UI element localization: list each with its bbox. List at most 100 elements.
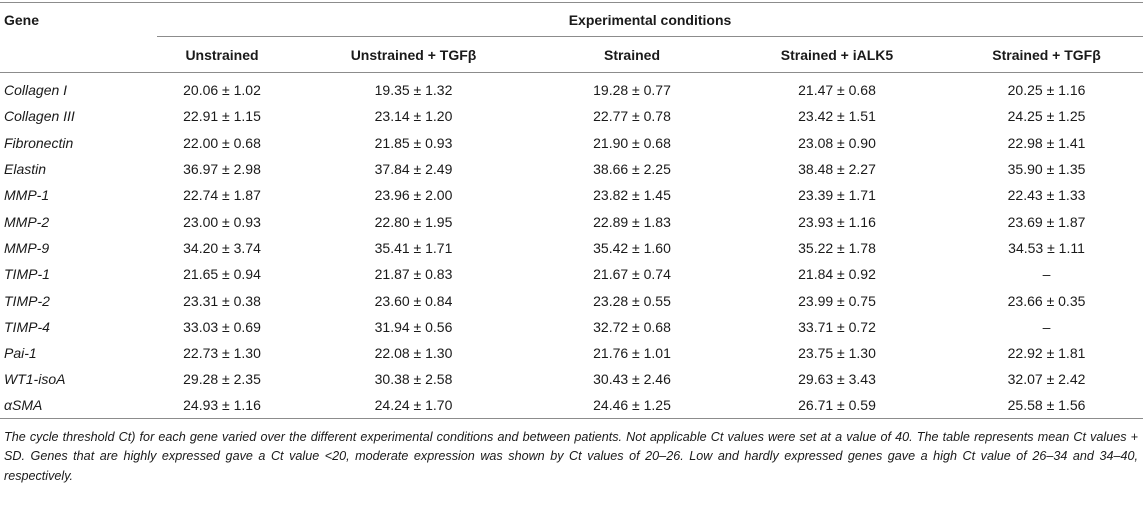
- ct-value: 33.03 ± 0.69: [183, 318, 261, 335]
- ct-value: 37.84 ± 2.49: [374, 161, 453, 178]
- ct-value: 23.82 ± 1.45: [593, 187, 671, 204]
- ct-value: 33.71 ± 0.72: [798, 318, 876, 335]
- gene-name: MMP-2: [4, 213, 50, 230]
- ct-value: 21.85 ± 0.93: [374, 134, 453, 151]
- ct-value: 23.66 ± 0.35: [1007, 292, 1086, 309]
- ct-value: 35.41 ± 1.71: [374, 239, 453, 256]
- table-footnote: The cycle threshold Ct) for each gene va…: [4, 429, 1138, 483]
- ct-value: 21.87 ± 0.83: [374, 266, 453, 283]
- ct-value: 20.06 ± 1.02: [183, 82, 261, 99]
- ct-value: 21.67 ± 0.74: [593, 266, 671, 283]
- gene-name: MMP-9: [4, 239, 50, 256]
- ct-value: 22.89 ± 1.83: [593, 213, 671, 230]
- table-row: Pai-1 22.73 ± 1.30 22.08 ± 1.30 21.76 ± …: [0, 340, 1143, 366]
- ct-value: 32.72 ± 0.68: [593, 318, 671, 335]
- ct-value: 22.43 ± 1.33: [1007, 187, 1086, 204]
- table-row: TIMP-1 21.65 ± 0.94 21.87 ± 0.83 21.67 ±…: [0, 261, 1143, 287]
- ct-value: 22.74 ± 1.87: [183, 187, 261, 204]
- ct-value: 22.73 ± 1.30: [183, 345, 261, 362]
- ct-value: 23.75 ± 1.30: [798, 345, 876, 362]
- ct-value: 23.93 ± 1.16: [798, 213, 876, 230]
- column-header-unstrained: Unstrained: [157, 36, 287, 73]
- ct-value: 34.20 ± 3.74: [183, 239, 261, 256]
- gene-name: αSMA: [0, 392, 157, 420]
- ct-value: 32.07 ± 2.42: [1007, 371, 1086, 388]
- ct-value: 24.24 ± 1.70: [287, 392, 540, 420]
- ct-value: 26.71 ± 0.59: [724, 392, 950, 420]
- ct-value: 30.38 ± 2.58: [374, 371, 453, 388]
- gene-name: MMP-1: [4, 187, 50, 204]
- column-header-strained-ialk5: Strained + iALK5: [724, 36, 950, 73]
- ct-value: 35.22 ± 1.78: [798, 239, 876, 256]
- ct-value: 21.76 ± 1.01: [593, 345, 671, 362]
- gene-column-header: Gene: [0, 2, 157, 73]
- gene-name: WT1-isoA: [4, 371, 66, 388]
- ct-value: 35.90 ± 1.35: [1007, 161, 1086, 178]
- table-row: WT1-isoA 29.28 ± 2.35 30.38 ± 2.58 30.43…: [0, 366, 1143, 392]
- ct-value: 23.42 ± 1.51: [798, 108, 876, 125]
- ct-value: 22.77 ± 0.78: [593, 108, 671, 125]
- ct-value: 23.60 ± 0.84: [374, 292, 453, 309]
- ct-value: 22.98 ± 1.41: [1007, 134, 1086, 151]
- column-header-strained-tgfb: Strained + TGFβ: [950, 36, 1143, 73]
- ct-value: 23.08 ± 0.90: [798, 134, 876, 151]
- ct-value: 35.42 ± 1.60: [593, 239, 671, 256]
- experimental-conditions-header: Experimental conditions: [157, 2, 1143, 37]
- ct-value: 30.43 ± 2.46: [593, 371, 671, 388]
- table-row: TIMP-4 33.03 ± 0.69 31.94 ± 0.56 32.72 ±…: [0, 314, 1143, 340]
- column-header-strained: Strained: [540, 36, 724, 73]
- table-row: TIMP-2 23.31 ± 0.38 23.60 ± 0.84 23.28 ±…: [0, 287, 1143, 313]
- ct-value: 23.00 ± 0.93: [183, 213, 261, 230]
- gene-name: Elastin: [4, 161, 47, 178]
- ct-value: 29.28 ± 2.35: [183, 371, 261, 388]
- ct-value: 38.48 ± 2.27: [798, 161, 876, 178]
- table-row: Collagen III 22.91 ± 1.15 23.14 ± 1.20 2…: [0, 103, 1143, 129]
- ct-value: 38.66 ± 2.25: [593, 161, 671, 178]
- ct-value: 22.80 ± 1.95: [374, 213, 453, 230]
- ct-value: 24.93 ± 1.16: [157, 392, 287, 420]
- ct-value: 23.69 ± 1.87: [1007, 213, 1086, 230]
- ct-value: 24.25 ± 1.25: [1007, 108, 1086, 125]
- ct-value: –: [1042, 266, 1051, 283]
- gene-name: Collagen I: [4, 82, 68, 99]
- ct-value: 25.58 ± 1.56: [950, 392, 1143, 420]
- ct-value: 22.92 ± 1.81: [1007, 345, 1086, 362]
- ct-value: 19.28 ± 0.77: [593, 82, 671, 99]
- ct-value: 29.63 ± 3.43: [798, 371, 876, 388]
- gene-name: Fibronectin: [4, 134, 74, 151]
- gene-name: TIMP-2: [4, 292, 50, 309]
- ct-value: 34.53 ± 1.11: [1008, 239, 1085, 256]
- ct-value: 19.35 ± 1.32: [374, 82, 453, 99]
- ct-value: 23.31 ± 0.38: [183, 292, 261, 309]
- column-header-unstrained-tgfb: Unstrained + TGFβ: [287, 36, 540, 73]
- table-row: MMP-9 34.20 ± 3.74 35.41 ± 1.71 35.42 ± …: [0, 235, 1143, 261]
- ct-value: 36.97 ± 2.98: [183, 161, 261, 178]
- ct-value: 23.28 ± 0.55: [593, 292, 671, 309]
- gene-name: TIMP-4: [4, 318, 50, 335]
- ct-value: 21.65 ± 0.94: [183, 266, 261, 283]
- gene-name: Pai-1: [4, 345, 37, 362]
- ct-values-table: Gene Experimental conditions Unstrained …: [0, 2, 1143, 420]
- header-row-conditions: Unstrained Unstrained + TGFβ Strained St…: [0, 36, 1143, 73]
- table-row: MMP-1 22.74 ± 1.87 23.96 ± 2.00 23.82 ± …: [0, 182, 1143, 208]
- ct-value: 22.00 ± 0.68: [183, 134, 261, 151]
- ct-value: 31.94 ± 0.56: [374, 318, 453, 335]
- ct-value: 21.90 ± 0.68: [593, 134, 671, 151]
- ct-value: –: [1042, 318, 1051, 335]
- ct-value: 21.47 ± 0.68: [798, 82, 876, 99]
- ct-value: 23.14 ± 1.20: [374, 108, 453, 125]
- table-row: MMP-2 23.00 ± 0.93 22.80 ± 1.95 22.89 ± …: [0, 208, 1143, 234]
- table-row: Collagen I 20.06 ± 1.02 19.35 ± 1.32 19.…: [0, 77, 1143, 103]
- table-row: Elastin 36.97 ± 2.98 37.84 ± 2.49 38.66 …: [0, 156, 1143, 182]
- table-row: Fibronectin 22.00 ± 0.68 21.85 ± 0.93 21…: [0, 130, 1143, 156]
- gene-name: TIMP-1: [4, 266, 50, 283]
- ct-value: 23.99 ± 0.75: [798, 292, 876, 309]
- ct-value: 21.84 ± 0.92: [798, 266, 876, 283]
- table-row: αSMA 24.93 ± 1.16 24.24 ± 1.70 24.46 ± 1…: [0, 392, 1143, 420]
- ct-value: 22.08 ± 1.30: [374, 345, 453, 362]
- ct-value: 22.91 ± 1.15: [183, 108, 261, 125]
- ct-value: 23.39 ± 1.71: [798, 187, 876, 204]
- ct-value: 20.25 ± 1.16: [1007, 82, 1086, 99]
- gene-name: Collagen III: [4, 108, 75, 125]
